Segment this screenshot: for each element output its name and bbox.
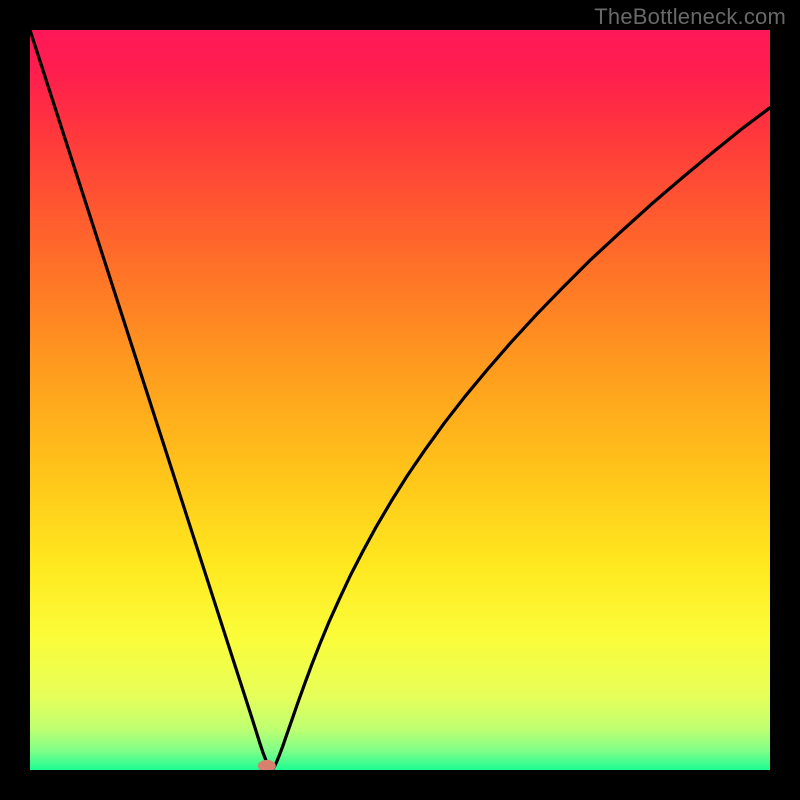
plot-area: [30, 30, 770, 770]
bottleneck-curve: [30, 30, 770, 770]
watermark-text: TheBottleneck.com: [594, 4, 786, 30]
chart-stage: TheBottleneck.com: [0, 0, 800, 800]
curve-path: [30, 30, 770, 770]
optimum-marker: [258, 760, 275, 770]
